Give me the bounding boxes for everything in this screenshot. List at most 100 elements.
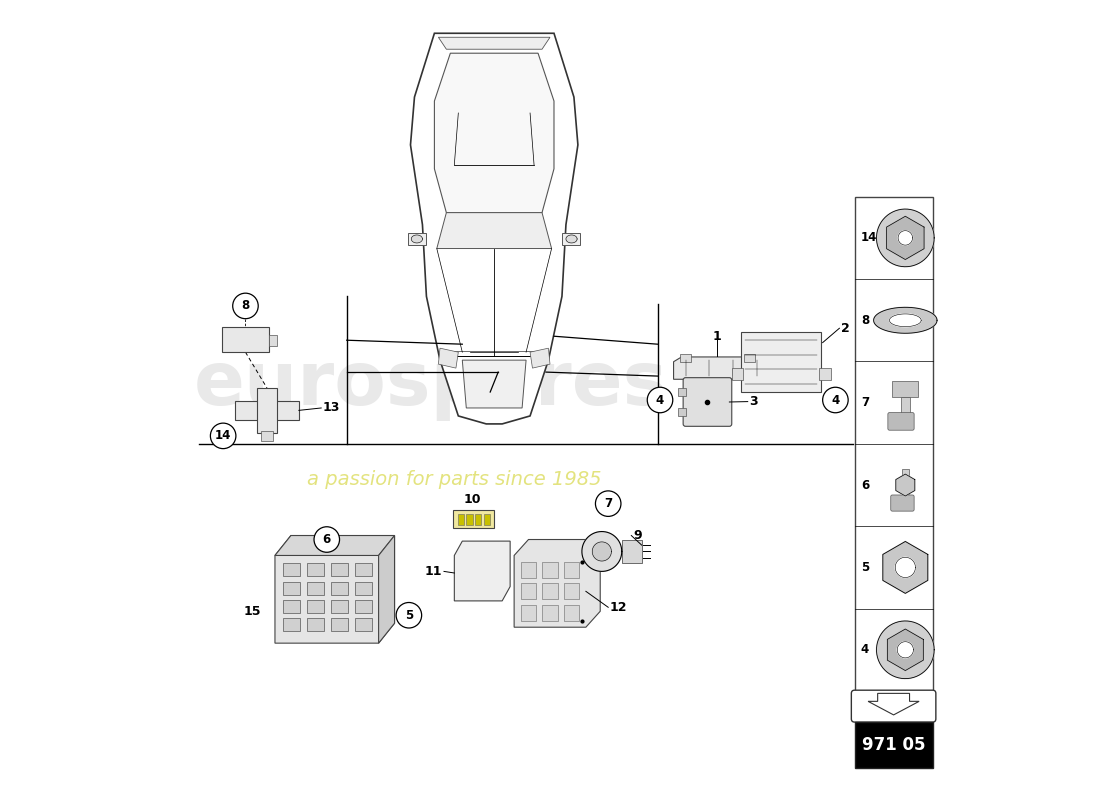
Polygon shape	[883, 542, 927, 594]
Polygon shape	[566, 235, 578, 243]
Bar	[283, 618, 300, 631]
Bar	[307, 618, 324, 631]
Text: 7: 7	[604, 497, 613, 510]
Bar	[262, 431, 273, 441]
Bar	[542, 583, 558, 599]
Text: 4: 4	[832, 394, 839, 406]
Text: eurospares: eurospares	[194, 347, 668, 421]
FancyBboxPatch shape	[888, 413, 914, 430]
Bar	[283, 563, 300, 576]
Text: 6: 6	[322, 533, 331, 546]
Text: 12: 12	[609, 601, 627, 614]
Polygon shape	[877, 209, 934, 266]
Bar	[354, 582, 372, 594]
Text: 11: 11	[425, 565, 442, 578]
Bar	[331, 563, 349, 576]
Bar	[270, 334, 277, 346]
Bar	[307, 582, 324, 594]
Bar	[520, 562, 537, 578]
Bar	[892, 381, 918, 397]
Bar	[902, 469, 909, 510]
Circle shape	[647, 387, 673, 413]
Text: 4: 4	[861, 643, 869, 656]
Text: 14: 14	[214, 430, 231, 442]
Polygon shape	[530, 348, 550, 368]
Bar	[680, 354, 691, 362]
Text: 8: 8	[861, 314, 869, 326]
Bar	[257, 388, 276, 433]
Polygon shape	[868, 694, 920, 715]
Text: 15: 15	[243, 605, 261, 618]
Text: 1: 1	[713, 330, 722, 342]
Polygon shape	[437, 213, 551, 249]
Circle shape	[233, 293, 258, 318]
Bar	[732, 368, 742, 380]
Bar	[331, 618, 349, 631]
Polygon shape	[877, 621, 934, 678]
Text: 13: 13	[322, 402, 340, 414]
Polygon shape	[895, 558, 915, 578]
Bar	[563, 583, 580, 599]
Polygon shape	[454, 541, 510, 601]
Bar	[354, 600, 372, 613]
Text: 14: 14	[861, 231, 878, 244]
Bar	[283, 582, 300, 594]
Text: a passion for parts since 1985: a passion for parts since 1985	[307, 470, 602, 490]
Circle shape	[396, 602, 421, 628]
Polygon shape	[514, 539, 601, 627]
Polygon shape	[410, 34, 578, 424]
Bar	[901, 397, 910, 429]
Polygon shape	[408, 233, 427, 245]
FancyBboxPatch shape	[851, 690, 936, 722]
Text: 8: 8	[241, 299, 250, 313]
FancyBboxPatch shape	[683, 378, 732, 426]
Bar	[741, 332, 821, 392]
Bar	[307, 600, 324, 613]
Polygon shape	[411, 235, 422, 243]
Text: 6: 6	[861, 478, 869, 491]
Bar	[855, 197, 933, 691]
Bar	[221, 326, 270, 352]
Bar	[475, 514, 482, 525]
Bar	[744, 354, 755, 362]
Bar	[563, 605, 580, 621]
Bar	[563, 562, 580, 578]
Bar	[466, 514, 473, 525]
Text: 971 05: 971 05	[862, 736, 925, 754]
Bar	[307, 563, 324, 576]
Polygon shape	[887, 216, 924, 259]
Polygon shape	[378, 535, 395, 643]
Polygon shape	[673, 357, 769, 379]
Polygon shape	[888, 629, 923, 670]
Polygon shape	[592, 542, 612, 561]
Text: 5: 5	[405, 609, 412, 622]
Bar	[354, 618, 372, 631]
Bar	[855, 722, 933, 768]
Bar	[458, 514, 464, 525]
Polygon shape	[434, 54, 554, 213]
FancyBboxPatch shape	[891, 495, 914, 511]
Polygon shape	[275, 535, 395, 643]
Text: 7: 7	[861, 396, 869, 409]
Bar	[283, 600, 300, 613]
Bar	[542, 562, 558, 578]
Circle shape	[210, 423, 235, 449]
Bar	[678, 388, 686, 396]
Circle shape	[314, 526, 340, 552]
Polygon shape	[275, 535, 395, 555]
Polygon shape	[439, 38, 550, 50]
Bar	[354, 563, 372, 576]
Bar	[621, 539, 641, 563]
Text: 10: 10	[464, 493, 482, 506]
Bar	[453, 510, 494, 527]
Polygon shape	[895, 474, 915, 496]
Bar	[331, 582, 349, 594]
Text: 9: 9	[634, 529, 642, 542]
Text: 4: 4	[656, 394, 664, 406]
Bar	[484, 514, 491, 525]
Circle shape	[595, 491, 621, 516]
Polygon shape	[890, 314, 921, 326]
Text: 3: 3	[749, 395, 758, 408]
Polygon shape	[898, 230, 913, 245]
Bar	[542, 605, 558, 621]
